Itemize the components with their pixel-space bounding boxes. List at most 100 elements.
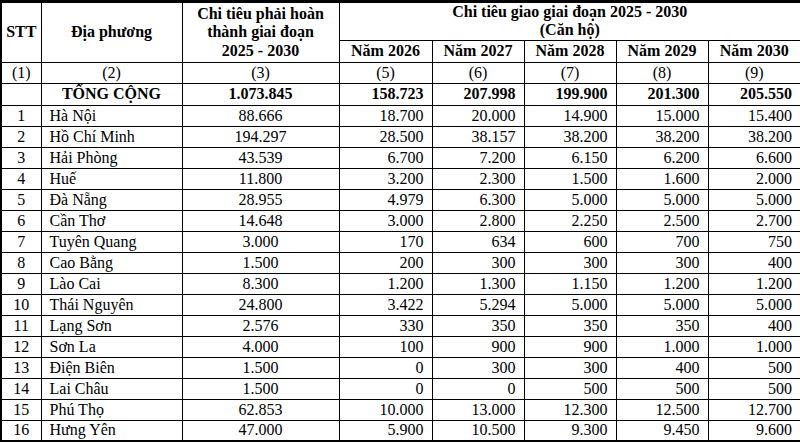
year-value-cell: 1.000 (616, 336, 708, 357)
year-value-cell: 300 (524, 252, 616, 273)
year-value-cell: 700 (616, 231, 708, 252)
year-value-cell: 2.500 (616, 210, 708, 231)
header-year-2030: Năm 2030 (708, 40, 800, 62)
column-number-row: (1)(2)(3)(5)(6)(7)(8)(9) (1, 62, 800, 83)
header-assigned-group: Chi tiêu giao giai đoạn 2025 - 2030 (Căn… (339, 2, 800, 41)
year-value-cell: 3.200 (339, 168, 432, 189)
target-cell: 43.539 (182, 147, 339, 168)
year-value-cell: 0 (339, 357, 432, 378)
column-number-cell: (7) (524, 62, 616, 83)
province-row: 14Lai Châu1.50000500500500 (1, 378, 800, 399)
year-value-cell: 38.200 (708, 126, 800, 147)
year-value-cell: 400 (708, 315, 800, 336)
year-value-cell: 350 (616, 315, 708, 336)
stt-cell: 12 (1, 336, 41, 357)
target-cell: 1.500 (182, 378, 339, 399)
stt-cell: 11 (1, 315, 41, 336)
province-cell: Cần Thơ (41, 210, 182, 231)
year-value-cell: 6.300 (432, 189, 524, 210)
stt-cell: 2 (1, 126, 41, 147)
province-row: 13Điện Biên1.5000300300400500 (1, 357, 800, 378)
total-year-cell: 201.300 (616, 83, 708, 105)
year-value-cell: 300 (616, 252, 708, 273)
year-value-cell: 500 (708, 378, 800, 399)
year-value-cell: 400 (616, 357, 708, 378)
province-row: 11Lạng Sơn2.576330350350350400 (1, 315, 800, 336)
province-cell: Huế (41, 168, 182, 189)
province-cell: Tuyên Quang (41, 231, 182, 252)
year-value-cell: 6.700 (339, 147, 432, 168)
province-cell: Hồ Chí Minh (41, 126, 182, 147)
year-value-cell: 300 (432, 357, 524, 378)
header-assigned-line2: (Căn hộ) (344, 21, 797, 39)
year-value-cell: 1.500 (524, 168, 616, 189)
province-cell: Lào Cai (41, 273, 182, 294)
province-cell: Hà Nội (41, 105, 182, 126)
year-value-cell: 5.000 (524, 294, 616, 315)
year-value-cell: 1.000 (708, 336, 800, 357)
year-value-cell: 500 (616, 378, 708, 399)
stt-cell: 3 (1, 147, 41, 168)
total-label-cell: TỔNG CỘNG (41, 83, 182, 105)
stt-cell: 4 (1, 168, 41, 189)
province-cell: Cao Bằng (41, 252, 182, 273)
column-number-cell: (1) (1, 62, 41, 83)
target-cell: 11.800 (182, 168, 339, 189)
year-value-cell: 12.500 (616, 399, 708, 420)
stt-cell: 7 (1, 231, 41, 252)
stt-cell: 14 (1, 378, 41, 399)
province-row: 10Thái Nguyên24.8003.4225.2945.0005.0005… (1, 294, 800, 315)
year-value-cell: 2.300 (432, 168, 524, 189)
province-row: 6Cần Thơ14.6483.0002.8002.2502.5002.700 (1, 210, 800, 231)
year-value-cell: 1.200 (616, 273, 708, 294)
year-value-cell: 14.900 (524, 105, 616, 126)
year-value-cell: 350 (432, 315, 524, 336)
year-value-cell: 2.250 (524, 210, 616, 231)
year-value-cell: 6.600 (708, 147, 800, 168)
year-value-cell: 5.000 (616, 294, 708, 315)
province-cell: Thái Nguyên (41, 294, 182, 315)
province-cell: Lạng Sơn (41, 315, 182, 336)
province-row: 8Cao Bằng1.500200300300300400 (1, 252, 800, 273)
year-value-cell: 2.000 (708, 168, 800, 189)
year-value-cell: 9.600 (708, 420, 800, 441)
year-value-cell: 10.500 (432, 420, 524, 441)
province-row: 15Phú Thọ62.85310.00013.00012.30012.5001… (1, 399, 800, 420)
target-cell: 28.955 (182, 189, 339, 210)
year-value-cell: 10.000 (339, 399, 432, 420)
total-year-cell: 158.723 (339, 83, 432, 105)
year-value-cell: 350 (524, 315, 616, 336)
year-value-cell: 200 (339, 252, 432, 273)
year-value-cell: 900 (524, 336, 616, 357)
province-row: 3Hải Phòng43.5396.7007.2006.1506.2006.60… (1, 147, 800, 168)
stt-cell: 5 (1, 189, 41, 210)
column-number-cell: (5) (339, 62, 432, 83)
header-dia-phuong: Địa phương (41, 2, 182, 63)
header-year-2029: Năm 2029 (616, 40, 708, 62)
header-year-2026: Năm 2026 (339, 40, 432, 62)
province-cell: Điện Biên (41, 357, 182, 378)
province-row: 12Sơn La4.0001009009001.0001.000 (1, 336, 800, 357)
stt-cell: 15 (1, 399, 41, 420)
year-value-cell: 0 (339, 378, 432, 399)
year-value-cell: 500 (708, 357, 800, 378)
year-value-cell: 9.300 (524, 420, 616, 441)
year-value-cell: 1.600 (616, 168, 708, 189)
target-cell: 3.000 (182, 231, 339, 252)
total-year-cell: 199.900 (524, 83, 616, 105)
stt-cell: 1 (1, 105, 41, 126)
year-value-cell: 170 (339, 231, 432, 252)
year-value-cell: 1.200 (708, 273, 800, 294)
target-cell: 1.500 (182, 357, 339, 378)
province-cell: Đà Nẵng (41, 189, 182, 210)
year-value-cell: 500 (524, 378, 616, 399)
target-cell: 62.853 (182, 399, 339, 420)
target-cell: 88.666 (182, 105, 339, 126)
header-stt: STT (1, 2, 41, 63)
total-target-cell: 1.073.845 (182, 83, 339, 105)
target-cell: 1.500 (182, 252, 339, 273)
province-row: 2Hồ Chí Minh194.29728.50038.15738.20038.… (1, 126, 800, 147)
year-value-cell: 6.150 (524, 147, 616, 168)
target-cell: 24.800 (182, 294, 339, 315)
column-number-cell: (8) (616, 62, 708, 83)
